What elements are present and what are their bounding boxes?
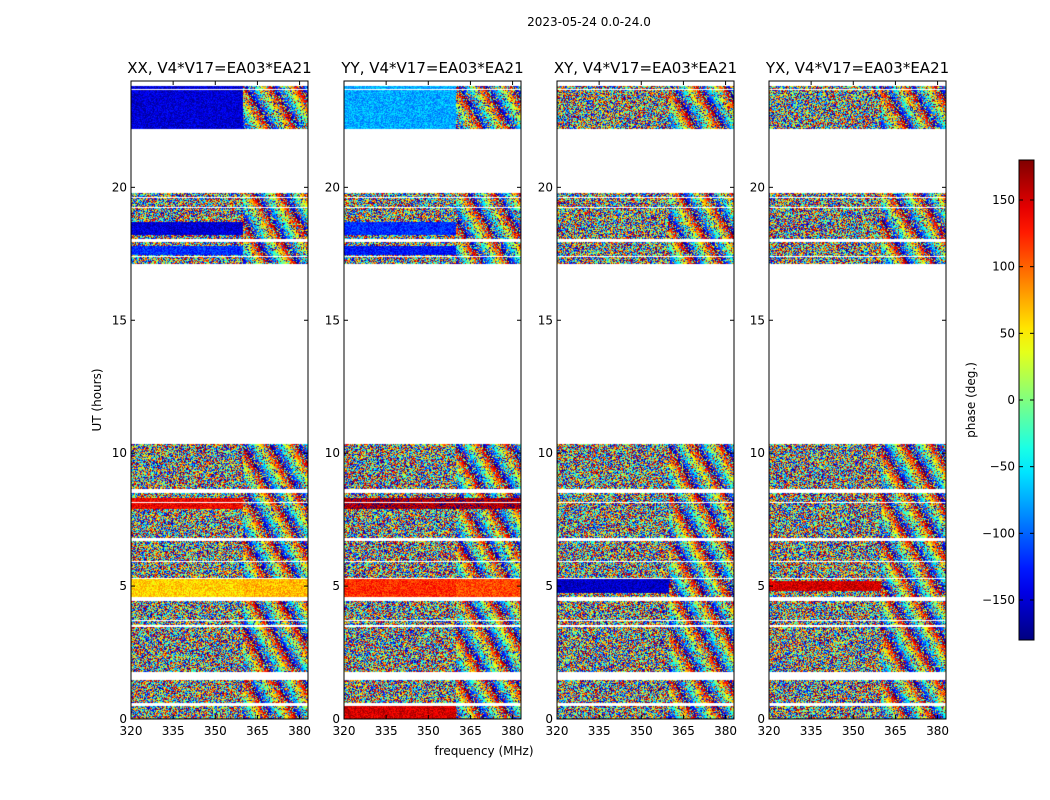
y-tick-label: 0 bbox=[545, 712, 553, 726]
y-tick-label: 15 bbox=[112, 313, 127, 327]
x-tick-label: 350 bbox=[417, 724, 440, 738]
colorbar-tick-label: 50 bbox=[1000, 326, 1015, 340]
colorbar-tick-label: 100 bbox=[992, 260, 1015, 274]
y-tick-label: 10 bbox=[538, 446, 553, 460]
y-tick-label: 5 bbox=[332, 579, 340, 593]
panel-xx: XX, V4*V17=EA03*EA21 320 335 350 365 380 0 5 10 1… bbox=[112, 59, 312, 738]
x-tick-label: 335 bbox=[800, 724, 823, 738]
y-tick-label: 20 bbox=[325, 180, 340, 194]
y-tick-label: 20 bbox=[112, 180, 127, 194]
colorbar-label: phase (deg.) bbox=[964, 362, 978, 438]
panel-title-yx: YX, V4*V17=EA03*EA21 bbox=[765, 59, 949, 77]
x-tick-label: 350 bbox=[204, 724, 227, 738]
phase-heatmap-yy bbox=[344, 81, 521, 719]
x-tick-label: 320 bbox=[333, 724, 356, 738]
panel-yy: YY, V4*V17=EA03*EA21 320 335 350 365 380 0 5 10 1… bbox=[325, 59, 524, 738]
y-tick-label: 5 bbox=[757, 579, 765, 593]
y-tick-label: 20 bbox=[750, 180, 765, 194]
panel-yx: YX, V4*V17=EA03*EA21 320 335 350 365 380 0 5 10 1… bbox=[750, 59, 949, 738]
x-axis-label: frequency (MHz) bbox=[434, 744, 533, 758]
x-tick-label: 350 bbox=[630, 724, 653, 738]
colorbar-tick-label: 150 bbox=[992, 193, 1015, 207]
y-tick-label: 0 bbox=[757, 712, 765, 726]
x-tick-label: 320 bbox=[120, 724, 143, 738]
colorbar-tick-label: −50 bbox=[990, 460, 1015, 474]
y-tick-label: 5 bbox=[545, 579, 553, 593]
colorbar-tick-label: −100 bbox=[982, 526, 1015, 540]
y-tick-label: 10 bbox=[112, 446, 127, 460]
x-tick-label: 380 bbox=[926, 724, 949, 738]
x-tick-label: 365 bbox=[884, 724, 907, 738]
x-tick-label: 380 bbox=[288, 724, 311, 738]
panel-frame bbox=[768, 80, 947, 720]
panel-xy: XY, V4*V17=EA03*EA21 320 335 350 365 380 0 5 10 1… bbox=[538, 59, 737, 738]
phase-heatmap-yx bbox=[769, 81, 946, 719]
x-tick-label: 380 bbox=[501, 724, 524, 738]
x-tick-label: 365 bbox=[672, 724, 695, 738]
y-tick-label: 15 bbox=[750, 313, 765, 327]
x-tick-label: 335 bbox=[162, 724, 185, 738]
panel-frame bbox=[343, 80, 522, 720]
y-tick-label: 5 bbox=[119, 579, 127, 593]
y-tick-label: 0 bbox=[119, 712, 127, 726]
y-axis-label: UT (hours) bbox=[90, 368, 104, 431]
y-tick-label: 10 bbox=[325, 446, 340, 460]
y-tick-label: 15 bbox=[538, 313, 553, 327]
y-tick-label: 10 bbox=[750, 446, 765, 460]
phase-heatmap-xx bbox=[131, 81, 308, 719]
colorbar-tick-label: 0 bbox=[1007, 393, 1015, 407]
figure-title: 2023-05-24 0.0-24.0 bbox=[527, 15, 651, 29]
x-tick-label: 350 bbox=[842, 724, 865, 738]
x-tick-label: 365 bbox=[246, 724, 269, 738]
y-tick-label: 0 bbox=[332, 712, 340, 726]
y-tick-label: 15 bbox=[325, 313, 340, 327]
x-tick-label: 335 bbox=[375, 724, 398, 738]
x-tick-label: 320 bbox=[758, 724, 781, 738]
x-tick-label: 380 bbox=[714, 724, 737, 738]
panel-group: XX, V4*V17=EA03*EA21 320 335 350 365 380 0 5 10 1… bbox=[112, 59, 949, 738]
panel-frame bbox=[556, 80, 735, 720]
panel-title-xx: XX, V4*V17=EA03*EA21 bbox=[127, 59, 311, 77]
x-tick-label: 365 bbox=[459, 724, 482, 738]
x-tick-label: 320 bbox=[546, 724, 569, 738]
x-tick-label: 335 bbox=[588, 724, 611, 738]
colorbar-tick-label: −150 bbox=[982, 593, 1015, 607]
phase-heatmap-xy bbox=[557, 81, 734, 719]
panel-title-xy: XY, V4*V17=EA03*EA21 bbox=[554, 59, 737, 77]
y-tick-label: 20 bbox=[538, 180, 553, 194]
colorbar: −150 −100 −50 0 50 100 150 phase (deg.) bbox=[964, 159, 1035, 641]
panel-title-yy: YY, V4*V17=EA03*EA21 bbox=[340, 59, 523, 77]
panel-frame bbox=[130, 80, 309, 720]
